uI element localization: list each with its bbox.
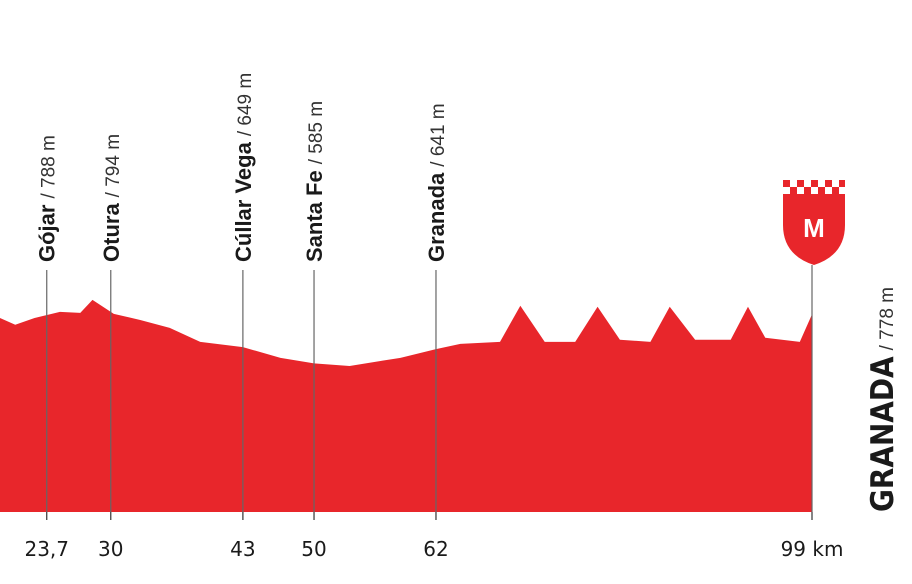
waypoint-elevation: / 788 m — [39, 135, 60, 198]
x-tick-label: 62 — [423, 537, 448, 561]
x-tick-label: 43 — [230, 537, 255, 561]
waypoint-label: Cúllar Vega / 649 m — [231, 73, 256, 262]
waypoint-name: Cúllar Vega — [231, 141, 256, 262]
waypoint-name: Granada — [424, 172, 449, 262]
finish-badge: M — [783, 180, 845, 265]
x-tick-label: 23,7 — [24, 537, 69, 561]
waypoint-name: Otura — [99, 203, 124, 262]
finish-name: GRANADA — [865, 356, 901, 512]
badge-shield — [783, 180, 845, 265]
finish-label: GRANADA / 778 m — [865, 287, 901, 512]
waypoint-label: Granada / 641 m — [424, 103, 449, 262]
waypoint-elevation: / 641 m — [428, 103, 449, 166]
x-tick-label: 99 km — [781, 537, 844, 561]
waypoint-name: Santa Fe — [302, 170, 327, 262]
waypoint-label: Santa Fe / 585 m — [302, 101, 327, 262]
badge-letter: M — [803, 213, 825, 243]
waypoint-label: Gójar / 788 m — [35, 135, 60, 262]
badge-checkers — [783, 180, 845, 194]
x-tick-label: 50 — [301, 537, 326, 561]
waypoint-elevation: / 794 m — [103, 134, 124, 197]
x-tick-label: 30 — [98, 537, 123, 561]
waypoint-elevation: / 585 m — [306, 101, 327, 164]
waypoint-elevation: / 649 m — [235, 73, 256, 136]
waypoint-label: Otura / 794 m — [99, 134, 124, 262]
elevation-area — [0, 299, 812, 512]
finish-elevation: / 778 m — [877, 287, 898, 350]
waypoint-name: Gójar — [35, 204, 60, 262]
